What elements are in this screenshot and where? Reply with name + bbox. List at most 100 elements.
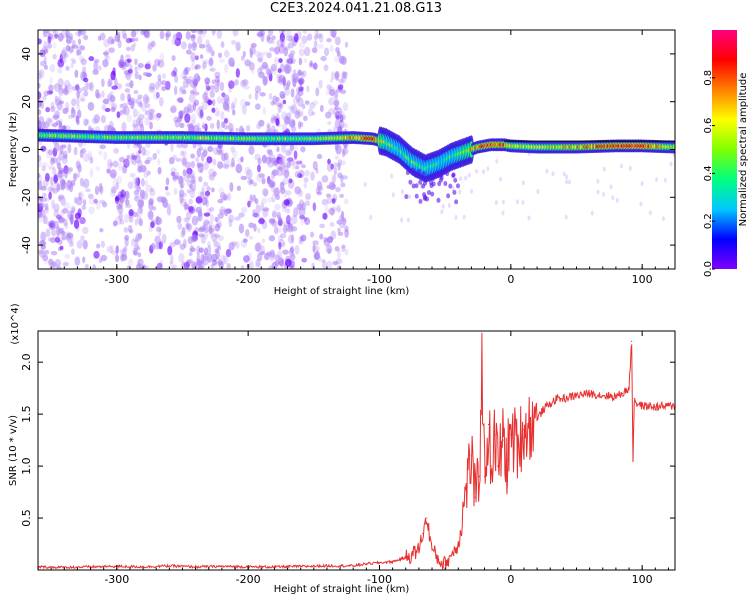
noise-speck (95, 200, 101, 210)
noise-speck (216, 110, 220, 118)
noise-speck (440, 209, 444, 215)
noise-speck (330, 30, 337, 38)
noise-speck (53, 30, 59, 38)
noise-speck (102, 98, 110, 105)
noise-speck (183, 174, 191, 183)
noise-speck (119, 109, 123, 116)
noise-speck (110, 106, 116, 113)
noise-speck (145, 30, 151, 39)
noise-speck (342, 71, 348, 79)
noise-speck (57, 33, 64, 41)
noise-speck (202, 228, 209, 233)
heatmap-noise (38, 30, 675, 269)
noise-speck (316, 33, 322, 39)
noise-speck (180, 230, 186, 239)
noise-speck (323, 238, 331, 247)
noise-speck (199, 54, 204, 59)
noise-speck (196, 245, 201, 255)
snr-point (142, 566, 144, 568)
noise-speck (82, 239, 88, 250)
noise-speck (70, 214, 74, 225)
ridge-tail (435, 170, 440, 176)
noise-speck (197, 30, 204, 36)
noise-speck (194, 99, 199, 107)
noise-speck (115, 181, 120, 190)
noise-speck (173, 188, 178, 195)
snr-point (506, 460, 508, 462)
noise-speck (274, 259, 280, 266)
snr-point (494, 434, 496, 436)
noise-speck (82, 226, 89, 235)
noise-speck (252, 212, 259, 218)
noise-speck (54, 82, 61, 92)
noise-speck (277, 68, 282, 74)
noise-speck (187, 43, 193, 50)
line-y-label: SNR (10 * v/v) (8, 415, 19, 486)
noise-speck (157, 158, 161, 166)
snr-point (437, 559, 440, 561)
noise-speck (212, 238, 218, 248)
noise-speck (49, 157, 55, 166)
noise-speck (39, 60, 47, 67)
noise-speck (299, 214, 306, 220)
noise-speck (266, 122, 271, 129)
noise-speck (123, 226, 129, 233)
noise-speck (306, 85, 310, 93)
noise-speck (111, 103, 117, 112)
noise-speck (51, 229, 57, 237)
noise-speck (336, 208, 342, 214)
ridge-tail (436, 197, 441, 203)
noise-speck (137, 199, 144, 209)
noise-speck (61, 56, 67, 64)
ridge-tail (422, 180, 427, 186)
noise-speck (252, 209, 256, 215)
noise-speck (303, 182, 308, 189)
noise-speck (132, 236, 139, 243)
noise-speck (50, 101, 55, 110)
noise-speck (447, 202, 451, 208)
noise-speck (177, 222, 183, 230)
noise-speck (170, 254, 174, 265)
snr-point (195, 566, 197, 568)
noise-speck (63, 53, 69, 59)
noise-speck (246, 124, 251, 132)
noise-speck (59, 144, 64, 155)
noise-speck (47, 118, 53, 123)
noise-speck (308, 62, 314, 69)
noise-speck (270, 64, 278, 72)
ridge-tail (422, 195, 427, 201)
noise-speck (121, 63, 125, 71)
noise-speck (124, 190, 130, 200)
noise-speck (228, 123, 234, 132)
noise-speck (254, 103, 261, 110)
noise-speck (52, 236, 57, 243)
noise-speck (301, 103, 306, 110)
noise-speck (288, 223, 293, 230)
noise-speck (198, 105, 204, 111)
noise-speck (76, 109, 82, 119)
noise-speck (162, 73, 166, 79)
noise-speck (107, 158, 113, 169)
noise-speck (238, 212, 245, 218)
noise-speck (277, 166, 283, 172)
noise-speck (564, 214, 568, 220)
heatmap-plot-area (38, 30, 675, 269)
noise-speck (458, 189, 462, 195)
noise-speck (171, 55, 176, 61)
noise-speck (303, 217, 308, 222)
noise-speck (281, 143, 287, 154)
line-x-label: Height of straight line (km) (274, 584, 410, 595)
noise-speck (100, 115, 106, 124)
noise-speck (334, 155, 340, 160)
noise-speck (92, 264, 96, 269)
noise-speck (65, 233, 71, 241)
noise-speck (218, 52, 222, 59)
ridge-tail (414, 183, 419, 189)
noise-speck (339, 114, 344, 123)
noise-speck (189, 103, 194, 110)
noise-speck (140, 263, 145, 269)
noise-speck (190, 90, 195, 95)
noise-speck (133, 89, 139, 95)
noise-speck (265, 68, 273, 76)
